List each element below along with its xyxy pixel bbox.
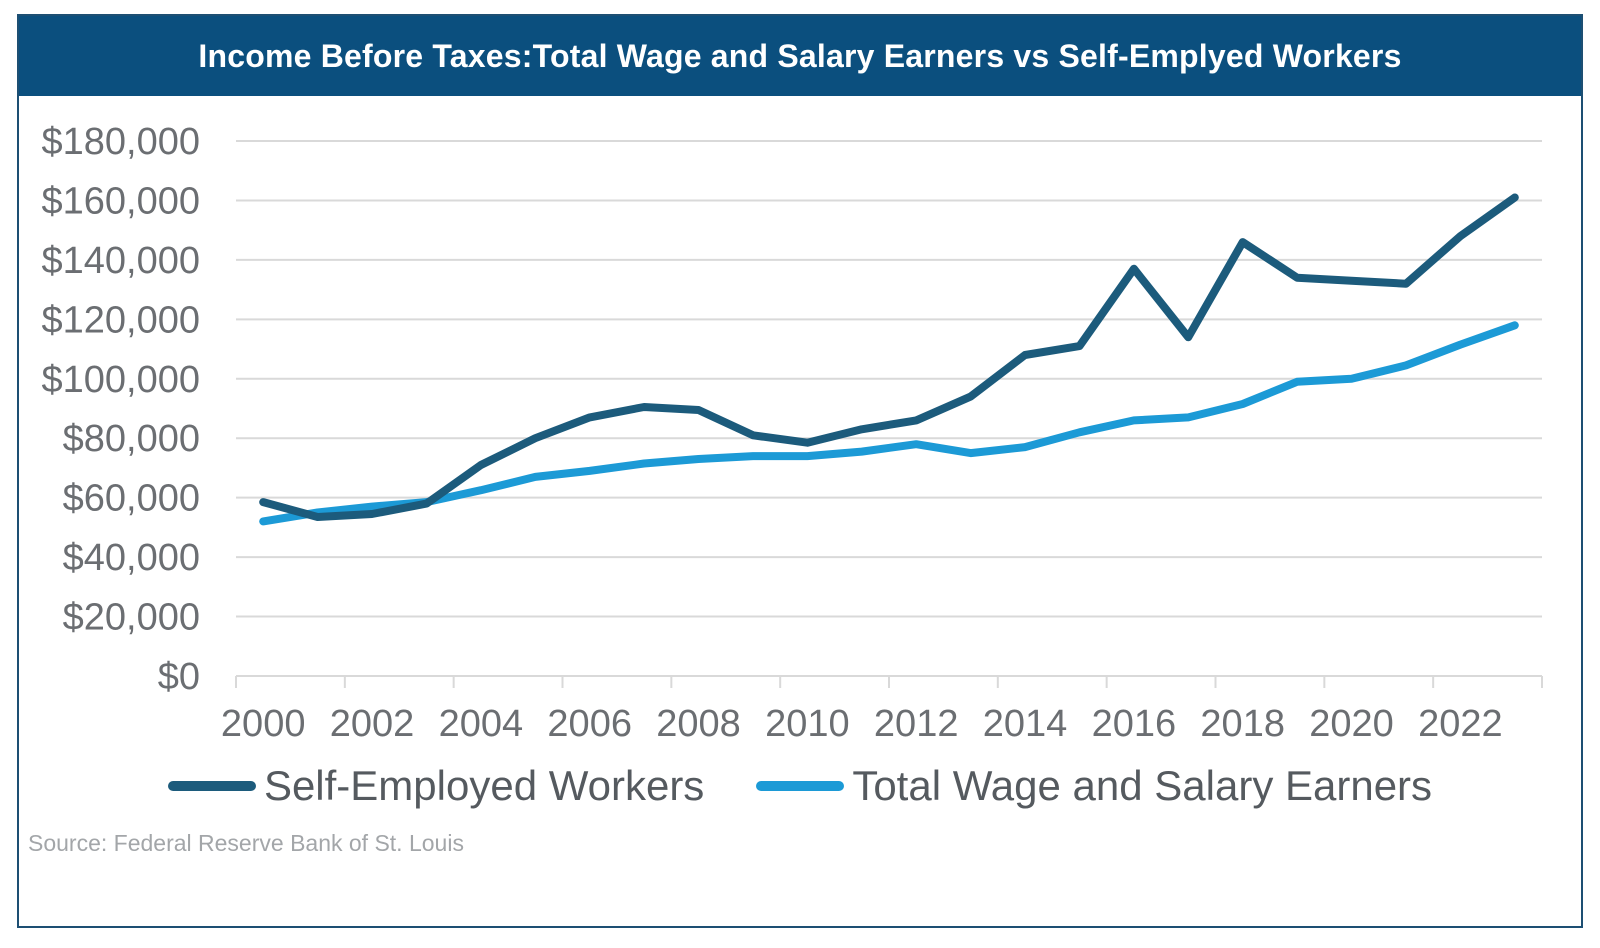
x-tick-label: 2022 bbox=[1418, 703, 1503, 745]
y-tick-label: $0 bbox=[158, 656, 200, 698]
y-tick-label: $80,000 bbox=[63, 418, 200, 460]
x-tick-label: 2000 bbox=[221, 703, 306, 745]
x-tick-label: 2006 bbox=[547, 703, 632, 745]
y-tick-label: $20,000 bbox=[63, 597, 200, 639]
legend-item-self-employed: Self-Employed Workers bbox=[167, 762, 705, 810]
y-tick-label: $120,000 bbox=[42, 299, 201, 341]
chart-frame: Income Before Taxes:Total Wage and Salar… bbox=[17, 14, 1583, 928]
y-tick-label: $140,000 bbox=[42, 240, 201, 282]
x-tick-label: 2008 bbox=[656, 703, 741, 745]
series-lines bbox=[259, 193, 1519, 526]
legend-swatch-self-employed bbox=[167, 781, 256, 791]
y-tick-label: $160,000 bbox=[42, 180, 201, 222]
legend-label: Total Wage and Salary Earners bbox=[852, 762, 1433, 809]
x-tick-label: 2014 bbox=[983, 703, 1068, 745]
y-tick-label: $40,000 bbox=[63, 537, 200, 579]
series-line-wage-salary bbox=[259, 321, 1519, 526]
series-line-self-employed bbox=[259, 193, 1519, 521]
x-tick-label: 2016 bbox=[1092, 703, 1177, 745]
chart-title: Income Before Taxes:Total Wage and Salar… bbox=[198, 37, 1402, 74]
x-tick-label: 2020 bbox=[1309, 703, 1394, 745]
y-tick-label: $100,000 bbox=[42, 359, 201, 401]
legend-item-wage-salary: Total Wage and Salary Earners bbox=[756, 762, 1432, 810]
x-tick-label: 2018 bbox=[1200, 703, 1285, 745]
legend-swatch-wage-salary bbox=[756, 781, 845, 791]
y-tick-label: $60,000 bbox=[63, 478, 200, 520]
x-axis bbox=[235, 675, 1543, 688]
legend: Self-Employed Workers Total Wage and Sal… bbox=[0, 756, 1600, 816]
source-note: Source: Federal Reserve Bank of St. Loui… bbox=[28, 830, 464, 856]
x-tick-label: 2004 bbox=[439, 703, 524, 745]
x-tick-label: 2012 bbox=[874, 703, 959, 745]
title-bar: Income Before Taxes:Total Wage and Salar… bbox=[19, 16, 1581, 96]
y-tick-label: $180,000 bbox=[42, 121, 201, 163]
y-axis-ticks: $0 $20,000 $40,000 $60,000 $80,000 $100,000 $1… bbox=[42, 121, 201, 698]
x-tick-label: 2010 bbox=[765, 703, 850, 745]
x-tick-label: 2002 bbox=[330, 703, 415, 745]
x-axis-ticks: 2000 2002 2004 2006 2008 2010 2012 2014 2016 2018… bbox=[221, 703, 1503, 745]
legend-label: Self-Employed Workers bbox=[263, 762, 705, 809]
